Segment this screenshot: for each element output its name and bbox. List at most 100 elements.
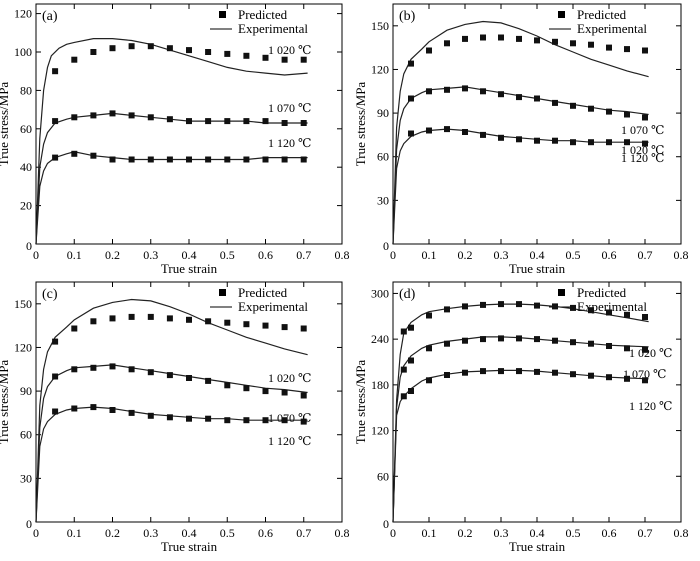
chart-3-x-tick-label: 0 [33, 526, 39, 540]
chart-3-series-1-predicted-point [128, 313, 135, 320]
chart-3-series-1-predicted-point [262, 322, 269, 329]
chart-3-series-3-predicted-point [71, 405, 78, 412]
chart-3-legend-label-predicted: Predicted [238, 285, 288, 300]
chart-1-series-1-predicted-point [71, 56, 78, 63]
chart-1-series-2-predicted-point [52, 118, 59, 125]
chart-3-series-1-predicted-point [71, 325, 78, 332]
chart-3-series-3-predicted-point [90, 404, 97, 411]
chart-3-series-3-predicted-point [243, 417, 250, 424]
chart-4-series-2-predicted-point [516, 335, 522, 342]
chart-4-series-1-predicted-point [462, 303, 468, 310]
chart-3-series-2-predicted-point [205, 377, 212, 384]
chart-4-x-tick-label: 0.7 [638, 526, 653, 540]
chart-3-series-1-temperature-label: 1 020 ℃ [268, 371, 311, 385]
chart-1-series-3-predicted-point [128, 156, 135, 163]
chart-1-series-2-predicted-point [128, 112, 135, 119]
chart-1-series-1-predicted-point [166, 45, 173, 52]
chart-1-series-3-predicted-point [243, 156, 250, 163]
chart-1-series-3-predicted-point [262, 156, 269, 163]
chart-4-x-tick-label: 0.2 [458, 526, 473, 540]
chart-4-series-3-predicted-point [462, 369, 468, 376]
chart-3: 0 0.1 0.2 0.3 0.4 0.5 0.6 0.7 0.8 30 60 90 120 150 0 Tr… [0, 281, 350, 554]
chart-1-legend-marker-predicted [219, 11, 226, 18]
chart-2-y-tick-label: 30 [377, 193, 389, 207]
chart-4-series-1-predicted-point [498, 301, 504, 308]
chart-2-x-tick-label: 0 [390, 248, 396, 262]
chart-1-series-3-predicted-point [281, 156, 288, 163]
chart-4-series-3-predicted-point [534, 368, 540, 375]
chart-4-series-3-predicted-point [400, 393, 407, 400]
chart-4-series-3-predicted-point [480, 368, 486, 375]
chart-4-series-2-predicted-point [426, 345, 432, 352]
chart-2-series-2-predicted-point [408, 95, 414, 102]
chart-2-x-tick-label: 0.7 [638, 248, 653, 262]
chart-2-series-3-predicted-point [570, 139, 576, 146]
chart-1-series-2-experimental-line [35, 112, 308, 245]
chart-4-x-tick-label: 0.8 [674, 526, 689, 540]
chart-4-series-1-predicted-point [570, 304, 576, 311]
chart-2-x-tick-label: 0.3 [494, 248, 509, 262]
chart-1-series-2-predicted-point [166, 116, 173, 123]
chart-4-y-tick-label: 240 [371, 332, 389, 346]
chart-3-series-1-predicted-point [281, 324, 288, 331]
chart-3-series-2-predicted-point [147, 369, 154, 376]
chart-1-series-1-predicted-point [300, 56, 307, 63]
chart-2-series-1-predicted-point [462, 35, 468, 42]
chart-2-series-2-temperature-label: 1 070 ℃ [621, 123, 664, 137]
chart-3-series-2-predicted-point [186, 375, 192, 381]
chart-2-series-2-predicted-point [606, 108, 612, 115]
chart-3-series-2-predicted-point [281, 389, 288, 396]
chart-3-series-3-predicted-point [166, 414, 173, 421]
chart-3-x-tick-label: 0.5 [220, 526, 235, 540]
chart-2-x-axis-title: True strain [509, 261, 566, 276]
chart-1-series-1-predicted-point [109, 45, 116, 52]
chart-2-x-tick-label: 0.4 [530, 248, 545, 262]
chart-2-series-2-predicted-point [642, 114, 648, 121]
chart-4-series-2-predicted-point [534, 336, 540, 343]
chart-3-series-1-predicted-point [186, 316, 192, 323]
chart-3-x-tick-label: 0.7 [296, 526, 311, 540]
chart-1-series-3-predicted-point [52, 154, 59, 161]
chart-2-series-2-predicted-point [552, 99, 558, 106]
chart-4-series-2-temperature-label: 1 070 ℃ [623, 367, 666, 381]
chart-1-y-tick-label: 80 [20, 83, 32, 97]
chart-4-series-3-predicted-point [642, 377, 648, 384]
chart-2-series-3-predicted-point [534, 137, 540, 144]
chart-1-series-1-predicted-point [147, 43, 154, 50]
chart-4-series-1-predicted-point [408, 324, 414, 331]
chart-1-x-tick-label: 0.4 [182, 248, 197, 262]
chart-4-x-tick-label: 0.3 [494, 526, 509, 540]
chart-1-legend-label-experimental: Experimental [238, 21, 308, 36]
chart-2-series-3-predicted-point [588, 139, 594, 146]
chart-4: 0 0.1 0.2 0.3 0.4 0.5 0.6 0.7 0.8 60 120 180 240 300 0… [353, 281, 689, 554]
chart-3-x-tick-label: 0.8 [335, 526, 350, 540]
chart-4-series-3-predicted-point [426, 377, 432, 384]
chart-4-series-3-predicted-point [570, 371, 576, 378]
chart-1-series-1-predicted-point [90, 49, 97, 55]
chart-3-series-1-predicted-point [300, 325, 307, 332]
chart-2-series-3-predicted-point [624, 139, 630, 146]
chart-3-series-3-temperature-label: 1 120 ℃ [268, 434, 311, 448]
chart-4-y-axis-title: True stress/MPa [353, 360, 368, 445]
chart-1-y-tick-label: 120 [14, 7, 32, 21]
chart-4-series-3-temperature-label: 1 120 ℃ [629, 399, 672, 413]
chart-2-series-3-predicted-point [480, 131, 486, 138]
chart-2-x-tick-label: 0.6 [602, 248, 617, 262]
chart-3-series-2-predicted-point [90, 364, 97, 371]
chart-3-series-2-predicted-point [262, 388, 269, 395]
chart-3-series-1-predicted-point [52, 338, 59, 345]
chart-2-y-tick-label: 120 [371, 62, 389, 76]
chart-1-x-tick-label: 0.8 [335, 248, 350, 262]
chart-2: 0 0.1 0.2 0.3 0.4 0.5 0.6 0.7 0.8 30 60 90 120 150 0 Tr… [353, 3, 689, 276]
chart-4-series-3-predicted-point [444, 372, 450, 378]
chart-3-series-2-predicted-point [166, 372, 173, 379]
chart-1-series-2-predicted-point [71, 114, 78, 121]
chart-4-series-3-predicted-point [606, 374, 612, 381]
chart-3-series-2-predicted-point [109, 363, 116, 370]
chart-4-series-1-predicted-point [426, 312, 432, 319]
chart-4-series-1-predicted-point [400, 328, 407, 335]
chart-1-series-3-predicted-point [205, 156, 212, 163]
chart-3-legend-marker-predicted [219, 289, 226, 296]
chart-3-y-axis-title: True stress/MPa [0, 360, 11, 445]
